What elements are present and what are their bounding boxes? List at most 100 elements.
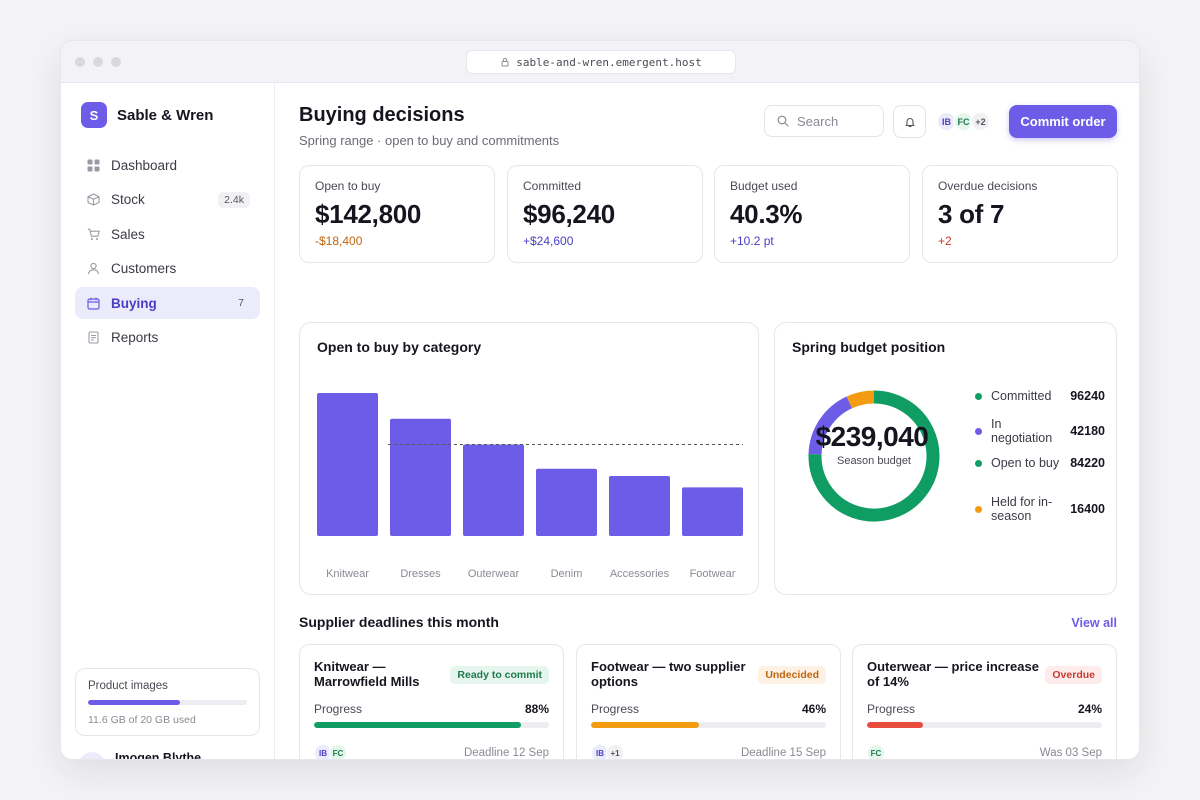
nav-count-badge: 7 — [238, 297, 244, 310]
lock-icon — [501, 58, 509, 67]
cart-icon — [87, 228, 100, 240]
supplier-title: Knitwear — Marrowfield Mills — [314, 659, 420, 689]
bar-knitwear — [317, 393, 378, 536]
legend-swatch — [975, 427, 982, 435]
legend-item: Held for in-season 16400 — [975, 495, 1105, 523]
donut-center-value: $239,040 — [815, 421, 929, 452]
kpi-value: 3 of 7 — [938, 199, 1005, 229]
donut-slice-open-to-buy — [873, 390, 940, 496]
legend-swatch — [975, 459, 982, 467]
kpi-delta: +10.2 pt — [730, 234, 774, 248]
legend-item: Committed 96240 — [975, 389, 1105, 403]
progress-fill — [314, 722, 521, 728]
progress-bar — [591, 722, 826, 728]
search-icon — [777, 115, 789, 127]
view-all-link[interactable]: View all — [1071, 616, 1117, 630]
bar-accessories — [609, 475, 670, 536]
search-input[interactable]: Search — [764, 105, 884, 137]
page-title: Buying decisions — [299, 104, 465, 126]
status-badge: Ready to commit — [450, 666, 549, 684]
calendar-icon — [87, 297, 100, 310]
legend-value: 96240 — [1070, 389, 1105, 403]
user-name: Imogen Blythe — [115, 751, 202, 760]
progress-value: 88% — [524, 702, 549, 716]
sidebar-item-dashboard[interactable]: Dashboard — [75, 149, 260, 181]
donut-chart-card: Spring budget position $239,040 Season b… — [774, 322, 1117, 595]
more-assignees-count: +1 — [606, 744, 624, 759]
supplier-card[interactable]: Knitwear — Marrowfield Mills Ready to co… — [299, 644, 564, 759]
storage-progress-bar — [88, 700, 247, 705]
progress-bar — [314, 722, 549, 728]
avatar: IB — [79, 752, 105, 759]
sidebar-item-customers[interactable]: Customers — [75, 253, 260, 285]
sidebar-item-label: Dashboard — [111, 157, 178, 173]
progress-fill — [591, 722, 700, 728]
storage-title: Product images — [88, 680, 168, 692]
assignee-avatars: FC — [867, 744, 885, 759]
progress-value: 46% — [801, 702, 826, 716]
page-subtitle: Spring range · open to buy and commitmen… — [299, 133, 560, 148]
legend-item: Open to buy 84220 — [975, 456, 1105, 470]
card-title: Open to buy by category — [317, 339, 482, 355]
sidebar-item-reports[interactable]: Reports — [75, 322, 260, 354]
brand-name: Sable & Wren — [117, 106, 214, 124]
more-collaborators-count: +2 — [970, 111, 991, 132]
storage-progress-fill — [88, 700, 181, 705]
x-tick-label: Footwear — [690, 568, 736, 580]
section-title: Supplier deadlines this month — [299, 614, 499, 630]
sidebar-item-label: Stock — [111, 192, 145, 208]
notifications-button[interactable] — [893, 105, 926, 138]
legend-swatch — [975, 392, 982, 400]
bar-outerwear — [463, 444, 524, 536]
x-tick-label: Denim — [551, 568, 583, 580]
document-icon — [88, 331, 99, 345]
assignee-avatars: IB FC — [314, 744, 347, 759]
kpi-delta: -$18,400 — [315, 234, 363, 248]
deadline-text: Deadline 12 Sep — [463, 747, 549, 759]
dashboard-icon — [87, 159, 100, 171]
bar-dresses — [390, 418, 451, 536]
x-tick-label: Dresses — [400, 568, 441, 580]
supplier-card[interactable]: Footwear — two supplier options Undecide… — [576, 644, 841, 759]
minimize-window-button[interactable] — [93, 57, 103, 67]
x-tick-label: Knitwear — [326, 568, 369, 580]
legend-label: In negotiation — [991, 417, 1053, 445]
supplier-card[interactable]: Outerwear — price increase of 14% Overdu… — [852, 644, 1117, 759]
legend-label: Open to buy — [991, 456, 1060, 470]
kpi-label: Overdue decisions — [938, 179, 1038, 193]
sidebar-item-sales[interactable]: Sales — [75, 218, 260, 250]
donut-center: $239,040 Season budget — [807, 421, 941, 467]
kpi-value: 40.3% — [730, 199, 803, 229]
kpi-value: $96,240 — [523, 199, 615, 229]
sidebar-item-buying[interactable]: Buying 7 — [75, 287, 260, 320]
kpi-card-committed: Committed $96,240 +$24,600 — [507, 165, 703, 263]
card-title: Spring budget position — [792, 339, 946, 355]
box-icon — [87, 193, 100, 206]
legend-item: In negotiation 42180 — [975, 417, 1105, 445]
browser-titlebar: sable-and-wren.emergent.host — [61, 41, 1139, 83]
sidebar-item-stock[interactable]: Stock 2.4k — [75, 184, 260, 216]
window-controls — [75, 57, 121, 67]
maximize-window-button[interactable] — [111, 57, 121, 67]
address-bar[interactable]: sable-and-wren.emergent.host — [466, 50, 736, 74]
commit-order-button[interactable]: Commit order — [1009, 105, 1117, 138]
kpi-delta: +$24,600 — [523, 234, 574, 248]
donut-slice-committed — [808, 453, 927, 522]
progress-bar — [867, 722, 1102, 728]
kpi-label: Budget used — [730, 179, 798, 193]
browser-window: sable-and-wren.emergent.host S Sable & W… — [60, 40, 1140, 760]
donut-slice-held-for-in-season — [846, 390, 875, 409]
kpi-card-open-to-buy: Open to buy $142,800 -$18,400 — [299, 165, 495, 263]
search-placeholder: Search — [797, 113, 839, 129]
brand[interactable]: S Sable & Wren — [81, 102, 213, 128]
legend-value: 16400 — [1070, 502, 1105, 516]
user-profile[interactable]: IB Imogen Blythe Owner — [79, 751, 202, 760]
progress-label: Progress — [591, 702, 640, 716]
donut-slice-in-negotiation — [808, 396, 853, 455]
collaborator-avatars[interactable]: IB FC +2 — [936, 111, 991, 132]
close-window-button[interactable] — [75, 57, 85, 67]
legend-label: Held for in-season — [991, 495, 1053, 523]
sidebar: S Sable & Wren Dashboard Stock 2.4k Sale… — [61, 83, 275, 760]
kpi-card-budget-used: Budget used 40.3% +10.2 pt — [714, 165, 910, 263]
x-tick-label: Accessories — [610, 568, 670, 580]
